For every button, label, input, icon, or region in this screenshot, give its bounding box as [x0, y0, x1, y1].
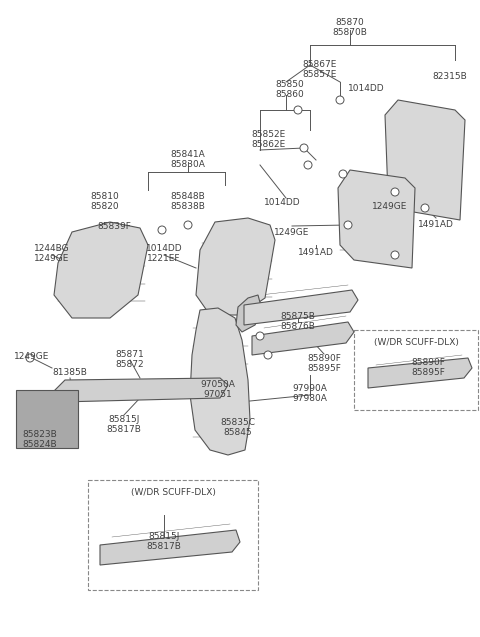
Text: 1249GE: 1249GE [14, 352, 50, 361]
Text: 1249GE: 1249GE [372, 202, 408, 211]
Text: 85810
85820: 85810 85820 [91, 192, 120, 211]
Circle shape [336, 96, 344, 104]
Text: 85870
85870B: 85870 85870B [333, 18, 367, 38]
Text: 81385B: 81385B [53, 368, 87, 377]
Text: 85871
85872: 85871 85872 [116, 350, 144, 369]
Circle shape [256, 332, 264, 340]
Polygon shape [16, 390, 78, 448]
Circle shape [421, 204, 429, 212]
Text: 85867E
85857E: 85867E 85857E [303, 60, 337, 80]
Polygon shape [100, 530, 240, 565]
Text: (W/DR SCUFF-DLX): (W/DR SCUFF-DLX) [131, 487, 216, 496]
Text: 85823B
85824B: 85823B 85824B [23, 430, 58, 449]
Text: 85848B
85838B: 85848B 85838B [170, 192, 205, 211]
Bar [88, 480, 258, 590]
Circle shape [264, 351, 272, 359]
Circle shape [344, 221, 352, 229]
Polygon shape [190, 308, 250, 455]
Polygon shape [252, 322, 354, 355]
Circle shape [391, 251, 399, 259]
Polygon shape [385, 100, 465, 220]
Polygon shape [244, 290, 358, 325]
Text: 1491AD: 1491AD [418, 220, 454, 229]
Circle shape [158, 226, 166, 234]
Text: 85839F: 85839F [97, 222, 131, 231]
Text: 1491AD: 1491AD [298, 248, 334, 257]
Polygon shape [368, 358, 472, 388]
Polygon shape [50, 378, 228, 402]
Text: 85850
85860: 85850 85860 [276, 80, 304, 99]
Text: 85890F
85895F: 85890F 85895F [411, 358, 445, 377]
Text: 85852E
85862E: 85852E 85862E [251, 130, 285, 150]
Text: 82315B: 82315B [432, 72, 468, 81]
Polygon shape [54, 222, 148, 318]
Text: 85815J
85817B: 85815J 85817B [146, 532, 181, 552]
Bar [354, 330, 478, 410]
Circle shape [300, 144, 308, 152]
Text: 1249GE: 1249GE [274, 228, 310, 237]
Text: 85835C
85845: 85835C 85845 [220, 418, 255, 438]
Text: 85890F
85895F: 85890F 85895F [307, 354, 341, 373]
Circle shape [184, 221, 192, 229]
Circle shape [339, 170, 347, 178]
Circle shape [26, 354, 34, 362]
Text: 1014DD: 1014DD [348, 84, 384, 93]
Circle shape [304, 161, 312, 169]
Circle shape [391, 188, 399, 196]
Text: 1014DD
1221EF: 1014DD 1221EF [146, 244, 182, 264]
Text: 85875B
85876B: 85875B 85876B [281, 312, 315, 331]
Text: (W/DR SCUFF-DLX): (W/DR SCUFF-DLX) [373, 338, 458, 347]
Text: 1014DD: 1014DD [264, 198, 300, 207]
Polygon shape [236, 295, 262, 332]
Text: 97990A
97980A: 97990A 97980A [293, 384, 327, 403]
Polygon shape [196, 218, 275, 315]
Text: 97050A
97051: 97050A 97051 [201, 380, 235, 399]
Text: 1244BG
1249GE: 1244BG 1249GE [34, 244, 70, 264]
Polygon shape [338, 170, 415, 268]
Text: 85841A
85830A: 85841A 85830A [170, 150, 205, 169]
Circle shape [294, 106, 302, 114]
Text: 85815J
85817B: 85815J 85817B [107, 415, 142, 434]
